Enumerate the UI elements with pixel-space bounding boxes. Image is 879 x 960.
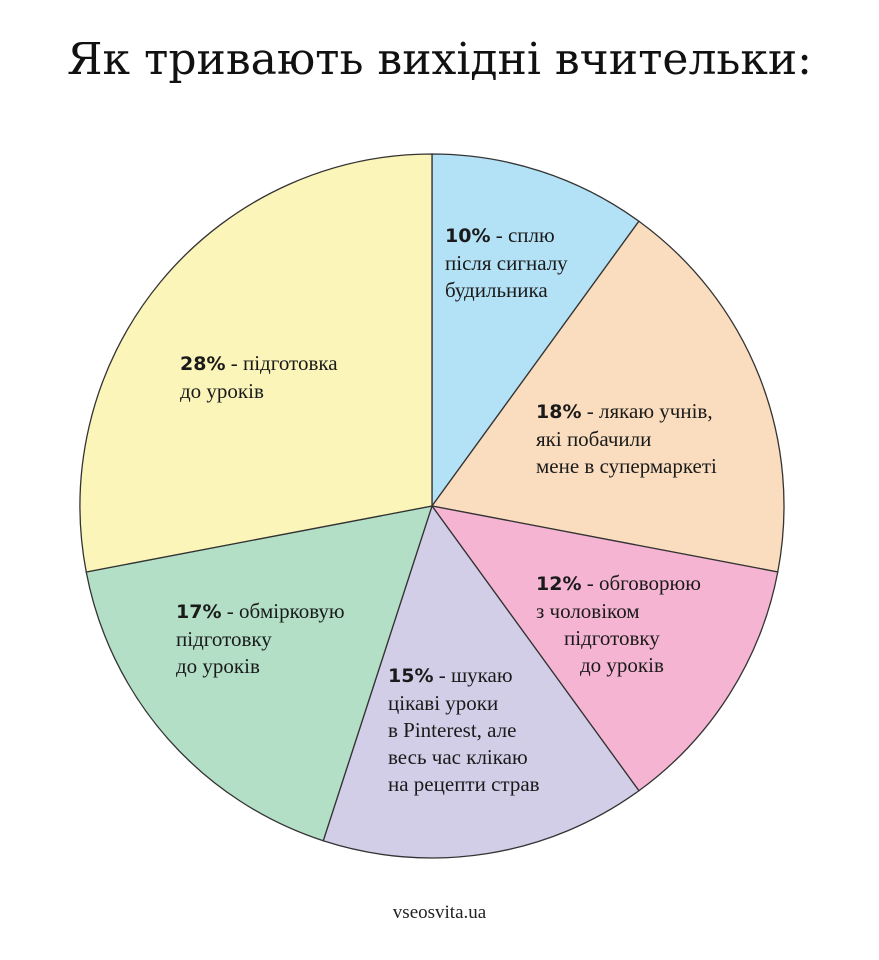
pie-slice-12pct (430, 505, 779, 792)
slice-percent: 28% (180, 353, 226, 375)
slice-text-line: обговорюю (598, 571, 701, 595)
slice-text-line: цікаві уроки (388, 691, 499, 715)
slice-text-line: шукаю (450, 663, 513, 687)
slice-label-17pct: 17% - обмірковую підготовку до уроків (176, 599, 345, 678)
slice-text-line: будильника (445, 278, 548, 302)
pie-slice-17pct (85, 505, 433, 842)
chart-title: Як тривають вихідні вчительки: (66, 34, 813, 85)
slice-text-line: до уроків (180, 379, 264, 403)
slice-text-line: весь час клікаю (388, 745, 528, 769)
slice-percent: 15% (388, 665, 434, 687)
slice-text-line: сплю (507, 223, 555, 247)
slice-text-line: підготовку (176, 627, 272, 651)
pie-slice-18pct (430, 220, 785, 573)
slice-percent: 10% (445, 225, 491, 247)
slice-text-line: підготовка (242, 351, 338, 375)
slice-text-line: до уроків (580, 653, 664, 677)
slice-text-line: обмірковую (238, 599, 345, 623)
slice-text-line: мене в супермаркеті (536, 454, 717, 478)
slice-percent: 17% (176, 601, 222, 623)
slice-percent: 12% (536, 573, 582, 595)
slice-label-18pct: 18% - лякаю учнів, які побачили мене в суп… (536, 399, 717, 478)
pie-slice-15pct (322, 504, 640, 859)
slice-text-line: після сигналу (445, 251, 568, 275)
pie-slice-10pct (431, 153, 640, 509)
slice-text-line: на рецепти страв (388, 772, 540, 796)
slice-label-28pct: 28% - підготовка до уроків (180, 351, 338, 403)
slice-label-10pct: 10% - сплю після сигналу будильника (445, 223, 568, 302)
slice-text-line: в Pinterest, але (388, 718, 517, 742)
pie-slice-28pct (79, 153, 433, 573)
slice-percent: 18% (536, 401, 582, 423)
slice-text-line: які побачили (536, 427, 652, 451)
slice-label-15pct: 15% - шукаю цікаві уроки в Pinterest, але в… (388, 663, 540, 796)
slice-label-12pct: 12% - обговорюю з чоловіком підготовку до у… (536, 571, 701, 677)
slice-text-line: до уроків (176, 654, 260, 678)
source-footer: vseosvita.ua (392, 902, 487, 923)
slice-text-line: підготовку (564, 626, 660, 650)
slice-text-line: лякаю учнів, (598, 399, 713, 423)
slice-text-line: з чоловіком (536, 599, 640, 623)
